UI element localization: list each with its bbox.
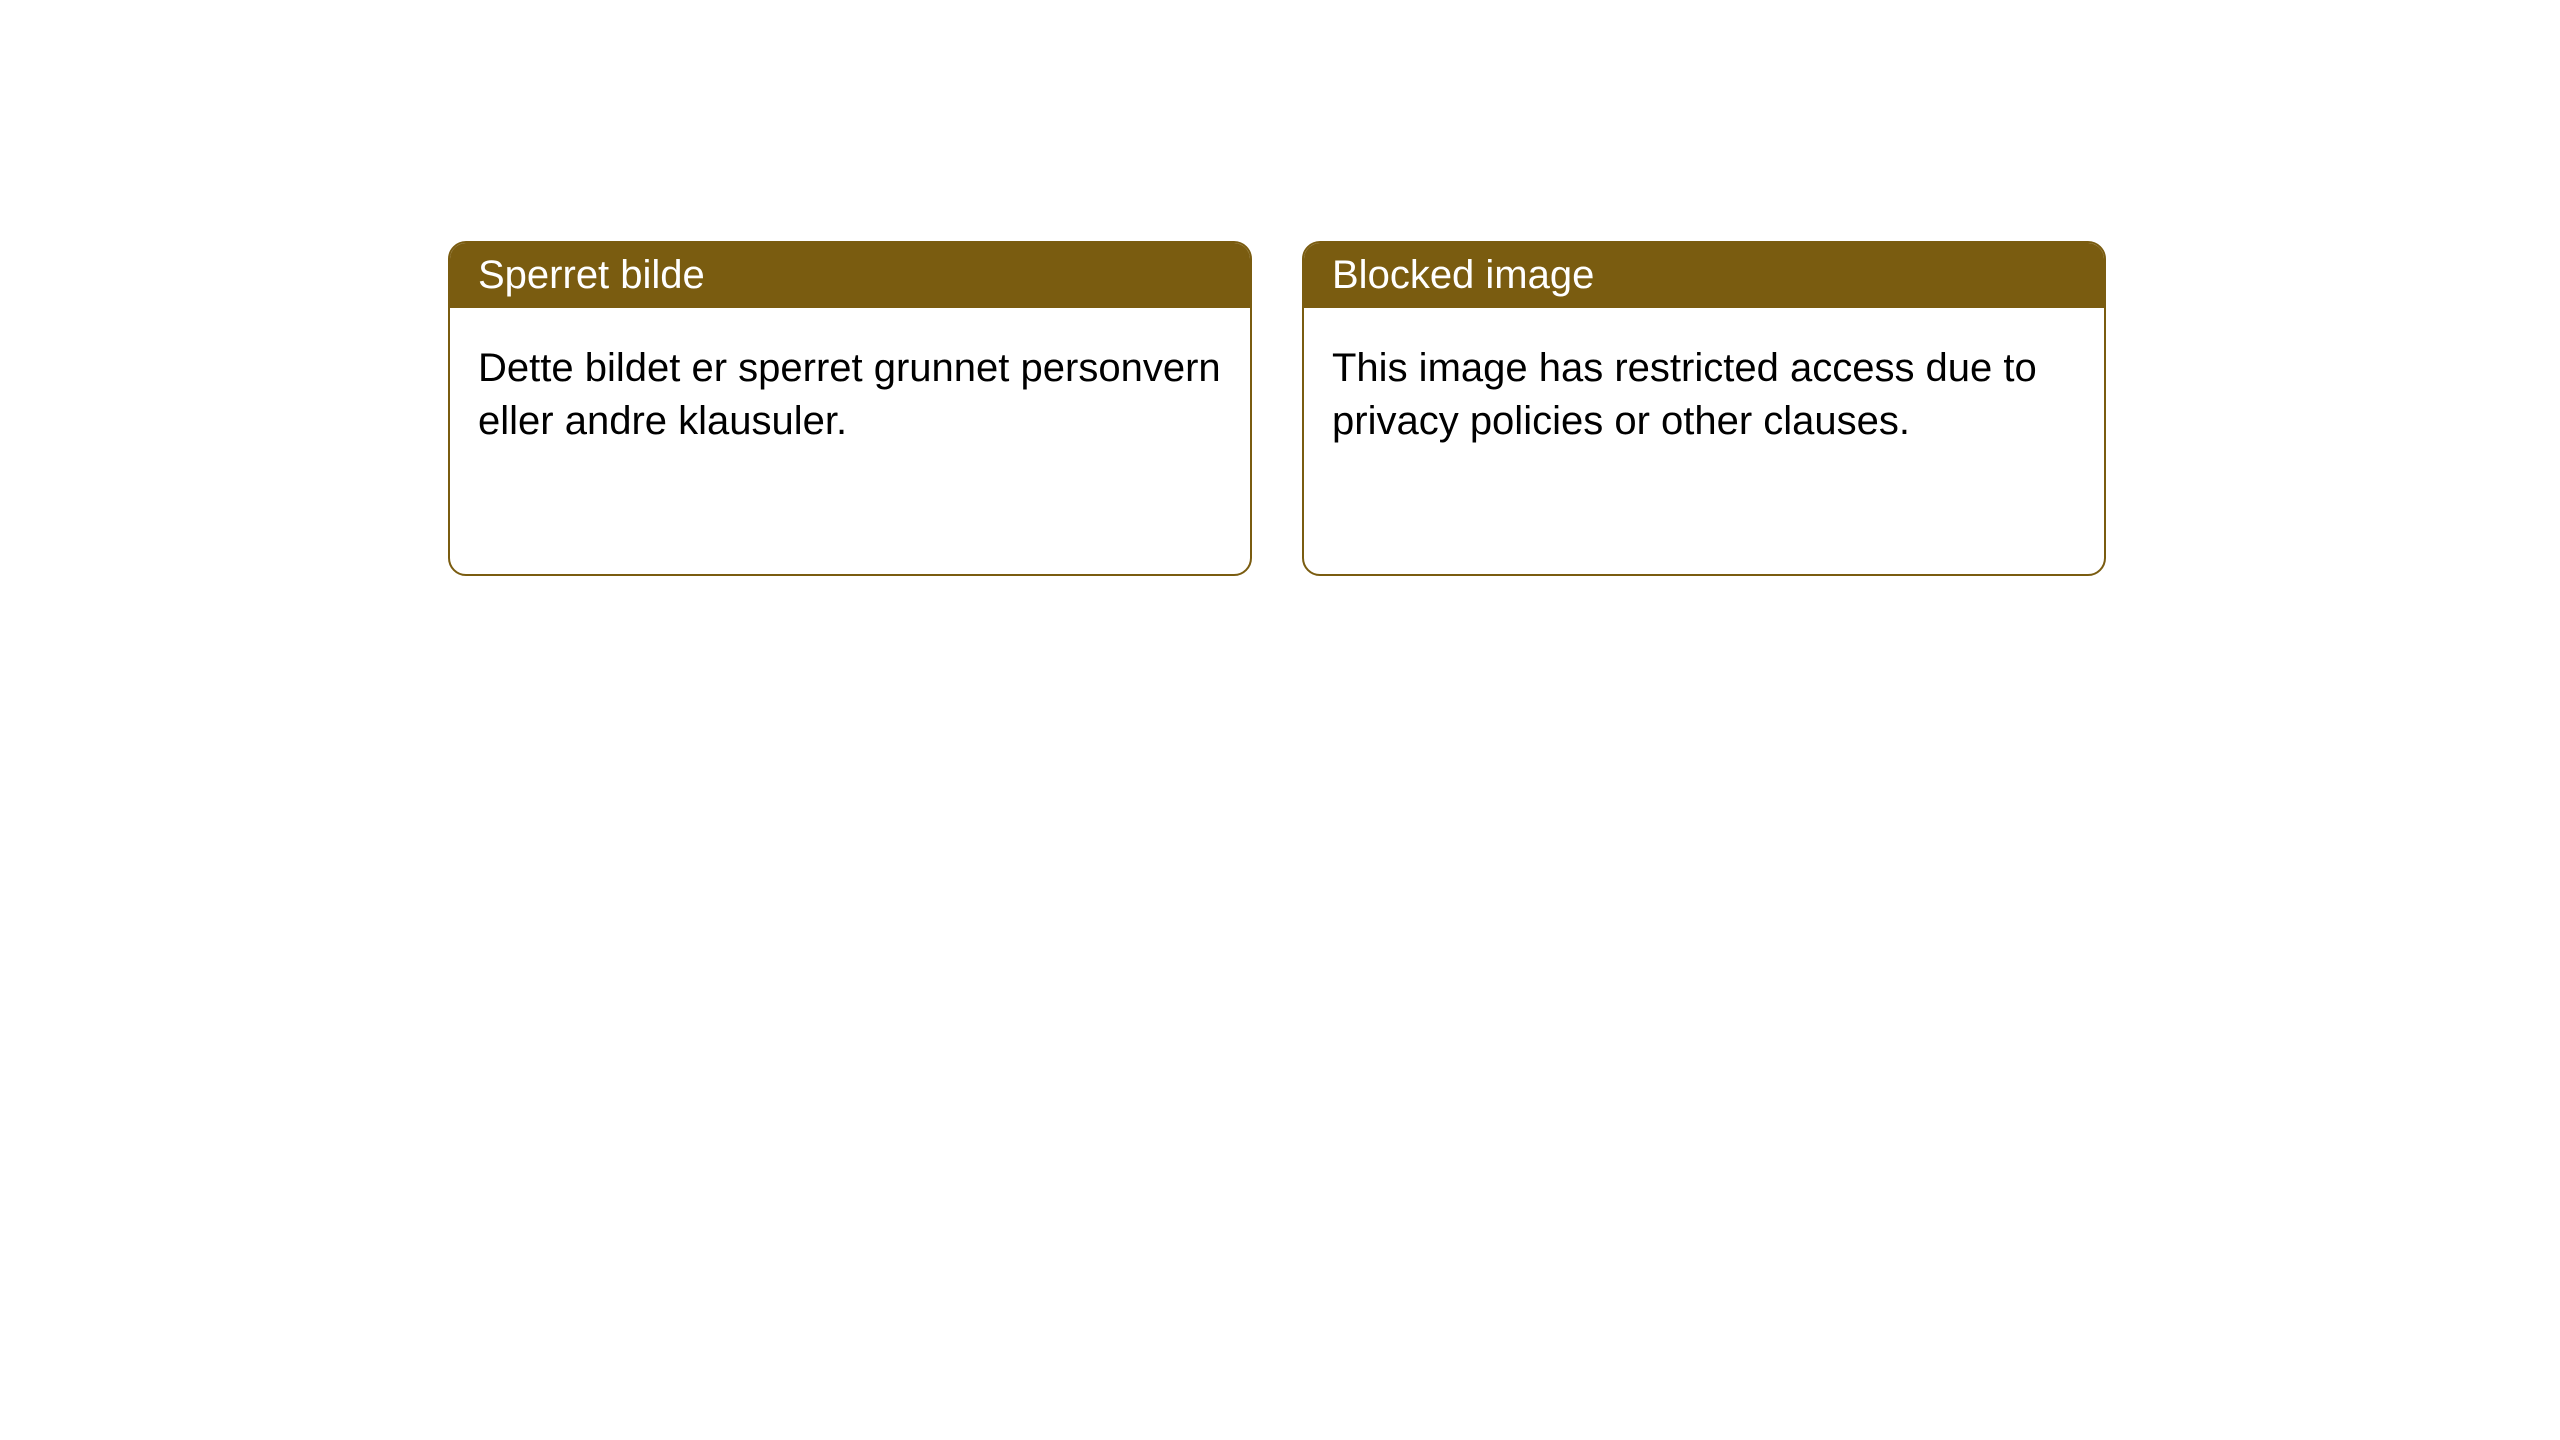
notice-card-english: Blocked image This image has restricted … xyxy=(1302,241,2106,576)
card-body: This image has restricted access due to … xyxy=(1304,308,2104,482)
card-title: Blocked image xyxy=(1332,253,1594,297)
card-message: Dette bildet er sperret grunnet personve… xyxy=(478,346,1221,443)
card-title: Sperret bilde xyxy=(478,253,705,297)
notice-card-norwegian: Sperret bilde Dette bildet er sperret gr… xyxy=(448,241,1252,576)
card-header: Sperret bilde xyxy=(450,243,1250,308)
notice-container: Sperret bilde Dette bildet er sperret gr… xyxy=(0,0,2560,576)
card-body: Dette bildet er sperret grunnet personve… xyxy=(450,308,1250,482)
card-message: This image has restricted access due to … xyxy=(1332,346,2037,443)
card-header: Blocked image xyxy=(1304,243,2104,308)
